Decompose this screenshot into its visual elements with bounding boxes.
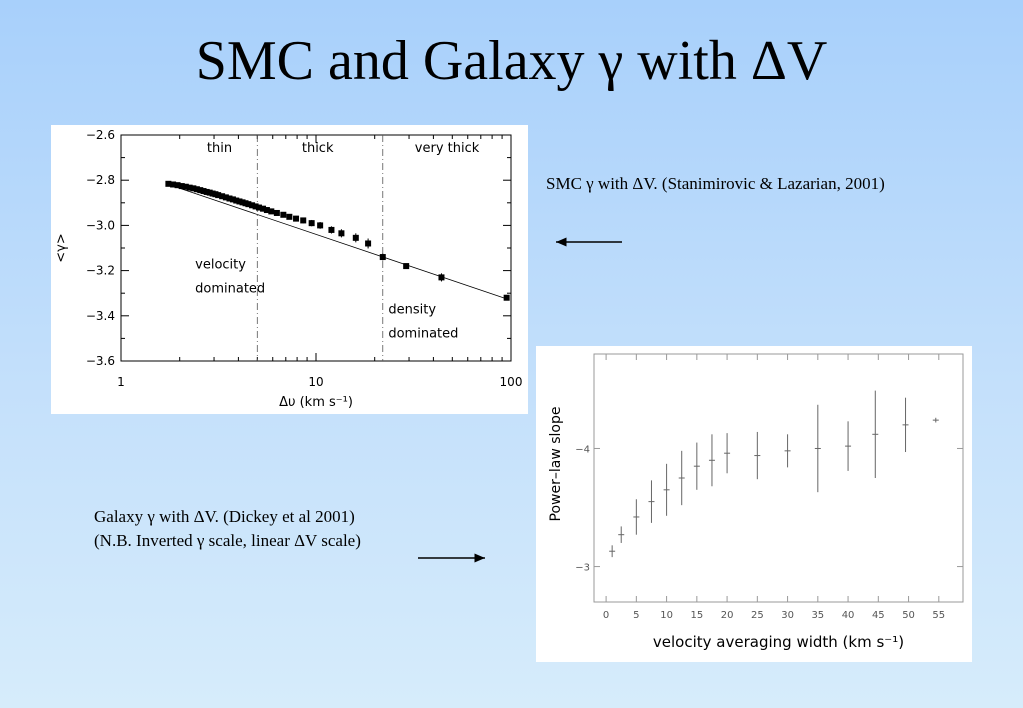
smc-data-point [280, 211, 287, 218]
smc-data-point [263, 207, 270, 214]
smc-data-point [182, 183, 189, 190]
smc-data-point [215, 192, 222, 199]
y-tick-label: −4 [575, 444, 590, 455]
x-tick-label: 50 [902, 610, 915, 621]
x-tick-label: 30 [781, 610, 794, 621]
smc-data-point [226, 195, 233, 202]
smc-data-point [245, 201, 252, 208]
y-axis-label: Power–law slope [548, 407, 564, 522]
smc-data-point [186, 184, 193, 191]
smc-gamma-chart: −2.6 −2.8 −3.0 −3.2 −3.4 −3.6 1 10 100 thin thick v… [51, 125, 528, 414]
smc-data-point [174, 182, 181, 189]
smc-data-point [197, 187, 204, 194]
smc-data-point [300, 217, 307, 224]
galaxy-caption-line2: (N.B. Inverted γ scale, linear ΔV scale) [94, 531, 361, 550]
smc-data-point [352, 234, 359, 241]
smc-chart-svg: −2.6 −2.8 −3.0 −3.2 −3.4 −3.61 10 100 thin thick v… [54, 128, 523, 410]
y-tick-label: −3.4 [86, 309, 115, 323]
region-annotation: dominated [388, 327, 458, 342]
smc-data-point [233, 197, 240, 204]
y-tick-label: −3.6 [86, 354, 115, 368]
smc-data-point [165, 180, 172, 187]
x-tick-label: 1 [117, 375, 125, 389]
x-axis-label: velocity averaging width (km s⁻¹) [653, 633, 904, 651]
smc-caption: SMC γ with ΔV. (Stanimirovic & Lazarian,… [546, 174, 885, 193]
x-tick-label: 20 [721, 610, 734, 621]
smc-data-point [328, 226, 335, 233]
smc-data-point [190, 185, 197, 192]
x-tick-label: 5 [633, 610, 639, 621]
x-tick-label: 25 [751, 610, 764, 621]
smc-data-point [338, 230, 345, 237]
smc-data-point [193, 186, 200, 193]
x-tick-label: 45 [872, 610, 885, 621]
smc-data-point [236, 198, 243, 205]
galaxy-gamma-chart: 0 5 10 15 20 25 30 35 40 45 50 55 −3 −4 velocity avera… [536, 346, 972, 662]
smc-data-point [317, 222, 324, 229]
smc-data-point [503, 294, 510, 301]
smc-data-point [249, 202, 256, 209]
smc-data-point [365, 240, 372, 247]
x-tick-label: 35 [811, 610, 824, 621]
x-tick-label: 10 [660, 610, 673, 621]
slide-title: SMC and Galaxy γ with ΔV [195, 30, 828, 92]
y-axis-label: <γ> [54, 233, 69, 262]
galaxy-caption: Galaxy γ with ΔV. (Dickey et al 2001) (N… [94, 505, 514, 553]
galaxy-caption-line1: Galaxy γ with ΔV. (Dickey et al 2001) [94, 507, 355, 526]
galaxy-chart-svg: 0 5 10 15 20 25 30 35 40 45 50 55 −3 −4 velocity avera… [548, 353, 964, 651]
x-tick-label: 15 [690, 610, 703, 621]
y-tick-label: −3.0 [86, 218, 115, 232]
smc-data-point [438, 274, 445, 281]
smc-data-point [170, 181, 177, 188]
region-annotation: density [388, 303, 436, 318]
smc-data-point [293, 215, 300, 222]
smc-data-point [260, 205, 267, 212]
region-label: very thick [415, 141, 480, 156]
x-tick-label: 0 [603, 610, 609, 621]
y-tick-label: −2.6 [86, 128, 115, 142]
smc-data-point [379, 254, 386, 261]
smc-data-point [403, 263, 410, 270]
fit-line [165, 183, 507, 300]
region-label: thick [302, 141, 334, 156]
smc-data-point [222, 194, 229, 201]
smc-data-point [255, 204, 262, 211]
x-tick-label: 100 [500, 375, 523, 389]
smc-data-point [178, 183, 185, 190]
x-tick-label: 10 [308, 375, 323, 389]
smc-data-point [273, 209, 280, 216]
region-label: thin [207, 141, 232, 156]
smc-data-point [203, 188, 210, 195]
y-tick-label: −3.2 [86, 264, 115, 278]
x-tick-label: 55 [932, 610, 945, 621]
smc-data-point [200, 188, 207, 195]
smc-data-point [286, 213, 293, 220]
smc-data-point [308, 220, 315, 227]
smc-data-point [252, 203, 259, 210]
x-axis-label: Δυ (km s⁻¹) [279, 395, 353, 410]
smc-data-point [268, 208, 275, 215]
x-tick-label: 40 [842, 610, 855, 621]
region-annotation: dominated [195, 281, 265, 296]
plot-frame [593, 353, 964, 603]
smc-data-point [219, 193, 226, 200]
smc-data-point [229, 196, 236, 203]
y-tick-label: −3 [575, 563, 590, 574]
region-annotation: velocity [195, 257, 246, 272]
y-tick-label: −2.8 [86, 173, 115, 187]
